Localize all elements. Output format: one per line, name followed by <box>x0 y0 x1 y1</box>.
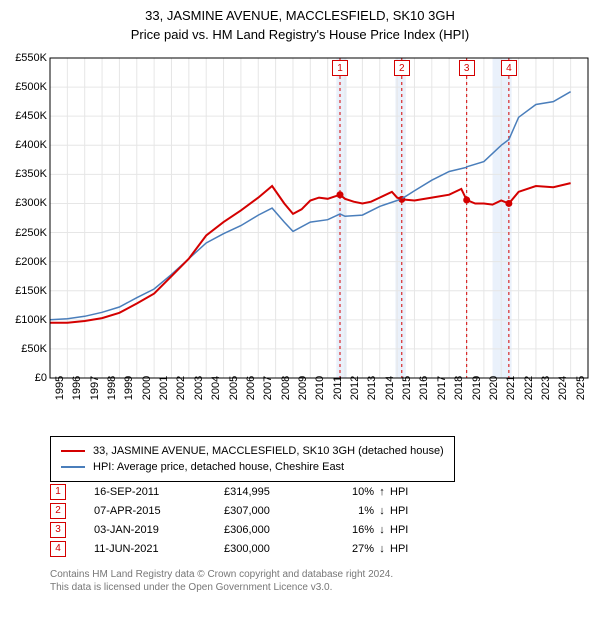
sale-row: 2 07-APR-2015£307,0001%↓HPI <box>50 501 420 520</box>
sale-pct: 27% <box>324 543 374 555</box>
footer-text: Contains HM Land Registry data © Crown c… <box>50 568 393 594</box>
y-tick-label: £400K <box>15 139 47 151</box>
sale-hpi-label: HPI <box>390 505 420 517</box>
y-tick-label: £300K <box>15 197 47 209</box>
x-tick-label: 2004 <box>210 376 222 400</box>
legend-label-property: 33, JASMINE AVENUE, MACCLESFIELD, SK10 3… <box>93 445 444 457</box>
x-tick-label: 1998 <box>106 376 118 400</box>
y-tick-label: £150K <box>15 285 47 297</box>
x-tick-label: 2020 <box>488 376 500 400</box>
x-tick-label: 2003 <box>193 376 205 400</box>
sale-hpi-label: HPI <box>390 524 420 536</box>
footer-line-1: Contains HM Land Registry data © Crown c… <box>50 568 393 581</box>
sale-price: £307,000 <box>224 505 324 517</box>
sale-row: 4 11-JUN-2021£300,00027%↓HPI <box>50 539 420 558</box>
sale-date: 16-SEP-2011 <box>94 486 224 498</box>
y-tick-label: £450K <box>15 110 47 122</box>
x-tick-label: 2007 <box>262 376 274 400</box>
x-tick-label: 2022 <box>523 376 535 400</box>
sale-hpi-label: HPI <box>390 543 420 555</box>
legend-item-hpi: HPI: Average price, detached house, Ches… <box>61 459 444 475</box>
x-tick-label: 2008 <box>280 376 292 400</box>
page-subtitle: Price paid vs. HM Land Registry's House … <box>0 23 600 48</box>
x-tick-label: 2000 <box>141 376 153 400</box>
sale-price: £314,995 <box>224 486 324 498</box>
legend-line-property <box>61 450 85 452</box>
arrow-down-icon: ↓ <box>374 505 390 517</box>
sale-number-box: 1 <box>50 484 66 500</box>
x-tick-label: 2012 <box>349 376 361 400</box>
x-tick-label: 1996 <box>71 376 83 400</box>
sale-price: £300,000 <box>224 543 324 555</box>
sale-marker-box: 1 <box>332 60 348 76</box>
chart-svg <box>0 48 600 428</box>
x-tick-label: 1997 <box>89 376 101 400</box>
x-tick-label: 2019 <box>471 376 483 400</box>
x-tick-label: 2014 <box>384 376 396 400</box>
sale-number-box: 2 <box>50 503 66 519</box>
x-tick-label: 2009 <box>297 376 309 400</box>
x-tick-label: 2006 <box>245 376 257 400</box>
y-tick-label: £500K <box>15 81 47 93</box>
x-tick-label: 2025 <box>575 376 587 400</box>
footer-line-2: This data is licensed under the Open Gov… <box>50 581 393 594</box>
page-title: 33, JASMINE AVENUE, MACCLESFIELD, SK10 3… <box>0 0 600 23</box>
x-tick-label: 1995 <box>54 376 66 400</box>
x-tick-label: 2001 <box>158 376 170 400</box>
legend-line-hpi <box>61 466 85 468</box>
sale-pct: 1% <box>324 505 374 517</box>
y-tick-label: £250K <box>15 227 47 239</box>
legend-item-property: 33, JASMINE AVENUE, MACCLESFIELD, SK10 3… <box>61 443 444 459</box>
arrow-down-icon: ↓ <box>374 524 390 536</box>
y-tick-label: £0 <box>35 372 47 384</box>
sale-row: 3 03-JAN-2019£306,00016%↓HPI <box>50 520 420 539</box>
x-tick-label: 1999 <box>123 376 135 400</box>
x-tick-label: 2002 <box>175 376 187 400</box>
x-tick-label: 2021 <box>505 376 517 400</box>
x-tick-label: 2015 <box>401 376 413 400</box>
legend-box: 33, JASMINE AVENUE, MACCLESFIELD, SK10 3… <box>50 436 455 482</box>
y-tick-label: £200K <box>15 256 47 268</box>
sales-table: 116-SEP-2011£314,99510%↑HPI207-APR-2015£… <box>50 482 420 558</box>
y-tick-label: £100K <box>15 314 47 326</box>
chart-area: £0 £50K £100K £150K £200K £250K £300K £350K £400… <box>0 48 600 428</box>
y-tick-label: £350K <box>15 168 47 180</box>
x-tick-label: 2016 <box>418 376 430 400</box>
x-tick-label: 2017 <box>436 376 448 400</box>
sale-row: 1 16-SEP-2011£314,99510%↑HPI <box>50 482 420 501</box>
x-tick-label: 2010 <box>314 376 326 400</box>
x-tick-label: 2011 <box>332 376 344 400</box>
x-tick-label: 2005 <box>228 376 240 400</box>
sale-pct: 16% <box>324 524 374 536</box>
x-tick-label: 2013 <box>366 376 378 400</box>
sale-number-box: 3 <box>50 522 66 538</box>
x-tick-label: 2018 <box>453 376 465 400</box>
sale-date: 07-APR-2015 <box>94 505 224 517</box>
sale-marker-box: 4 <box>501 60 517 76</box>
sale-marker-box: 3 <box>459 60 475 76</box>
sale-hpi-label: HPI <box>390 486 420 498</box>
sale-marker-box: 2 <box>394 60 410 76</box>
y-tick-label: £50K <box>21 343 47 355</box>
sale-number-box: 4 <box>50 541 66 557</box>
sale-price: £306,000 <box>224 524 324 536</box>
arrow-down-icon: ↓ <box>374 543 390 555</box>
x-tick-label: 2023 <box>540 376 552 400</box>
sale-pct: 10% <box>324 486 374 498</box>
sale-date: 03-JAN-2019 <box>94 524 224 536</box>
y-tick-label: £550K <box>15 52 47 64</box>
x-tick-label: 2024 <box>557 376 569 400</box>
legend-label-hpi: HPI: Average price, detached house, Ches… <box>93 461 344 473</box>
arrow-up-icon: ↑ <box>374 486 390 498</box>
sale-date: 11-JUN-2021 <box>94 543 224 555</box>
